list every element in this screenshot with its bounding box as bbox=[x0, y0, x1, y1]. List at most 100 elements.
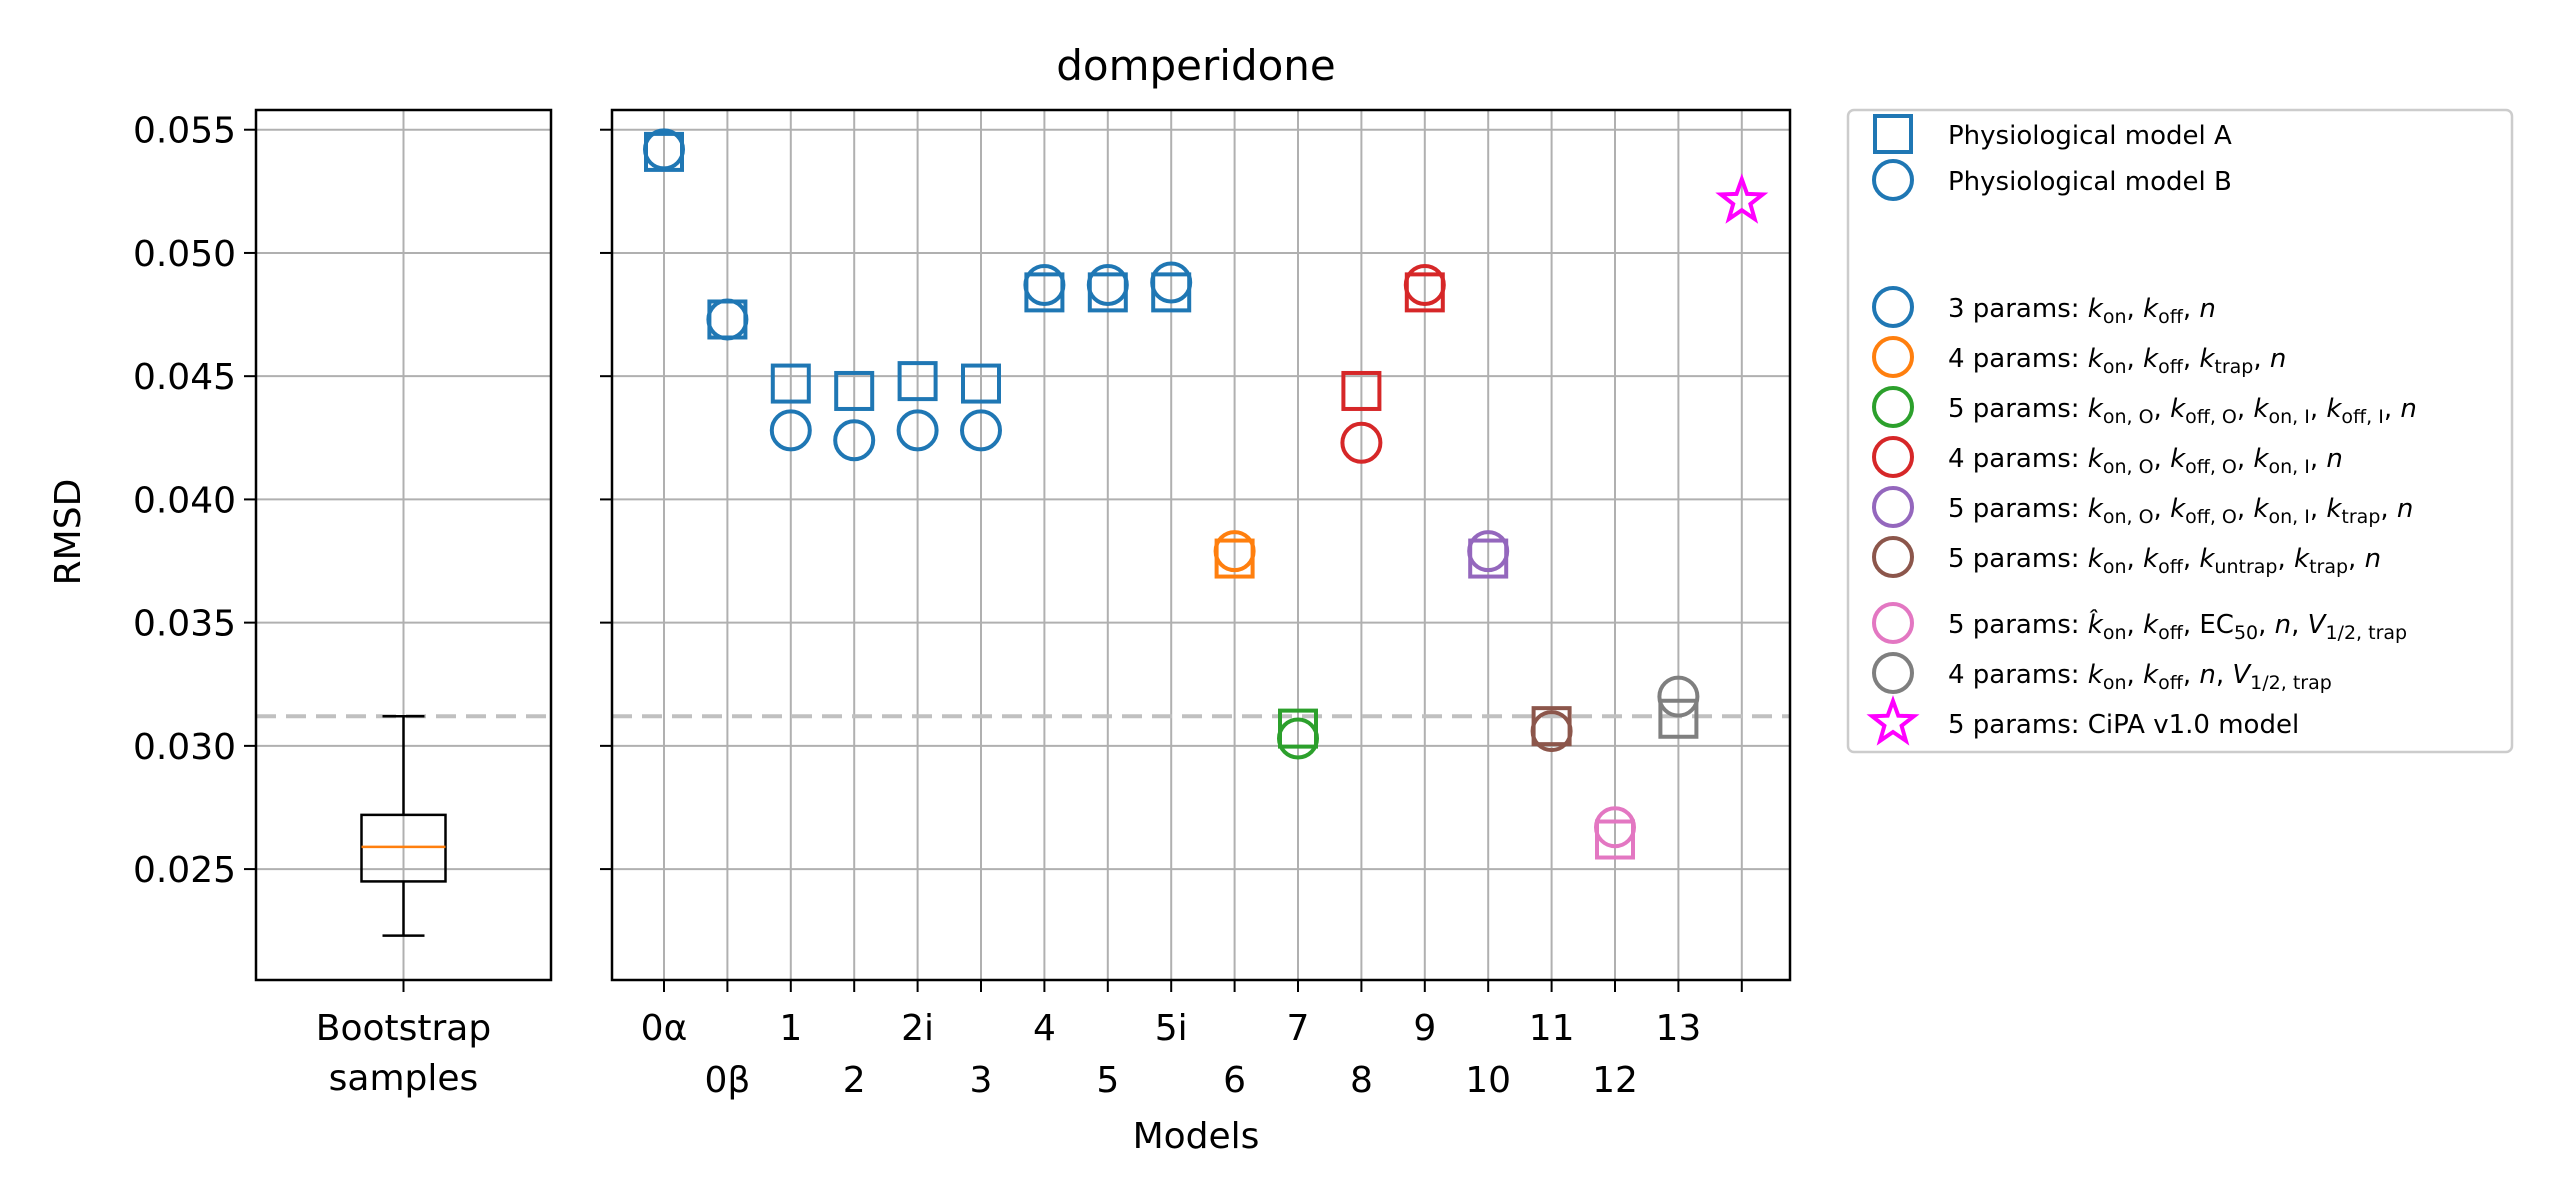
legend-subscript: off, O bbox=[2185, 456, 2237, 478]
legend-label: 5 params: kon, koff, kuntrap, ktrap, n bbox=[1948, 544, 2381, 578]
x-tick-label: 2 bbox=[843, 1060, 866, 1101]
y-tick-label: 0.025 bbox=[133, 850, 236, 891]
marker-model-b bbox=[1340, 421, 1383, 464]
legend-subscript: off bbox=[2158, 556, 2184, 578]
legend-subscript: on, I bbox=[2268, 456, 2309, 478]
legend-subscript: off, I bbox=[2341, 406, 2383, 428]
legend-text: 5 params: bbox=[1948, 544, 2088, 574]
legend-subscript: on bbox=[2103, 556, 2127, 578]
marker-model-b bbox=[1086, 263, 1129, 306]
marker-model-b bbox=[1277, 717, 1319, 760]
marker-model-a bbox=[961, 363, 1001, 404]
x-tick-label: 6 bbox=[1223, 1060, 1246, 1101]
marker-model-a bbox=[897, 361, 938, 402]
legend-circle-marker bbox=[1872, 336, 1914, 378]
legend-label: Physiological model A bbox=[1948, 121, 2232, 151]
legend-subscript: on bbox=[2103, 622, 2127, 644]
legend-text: k bbox=[2326, 494, 2342, 524]
legend-text: 4 params: bbox=[1948, 444, 2088, 474]
legend-text: , bbox=[2348, 544, 2365, 574]
legend-circle-marker bbox=[1872, 159, 1914, 201]
legend-text: k bbox=[2253, 494, 2269, 524]
x-tick-label: 2i bbox=[901, 1008, 934, 1049]
legend-text: 4 params: bbox=[1948, 344, 2088, 374]
x-tick-label: 5 bbox=[1096, 1060, 1119, 1101]
marker-model-a bbox=[1341, 370, 1382, 411]
legend-circle-marker bbox=[1872, 536, 1914, 578]
legend-text: 5 params: bbox=[1948, 394, 2088, 424]
legend-text: k̂ bbox=[2088, 608, 2104, 640]
legend-text: n bbox=[2199, 660, 2215, 690]
legend-text: , bbox=[2216, 660, 2233, 690]
legend-text: k bbox=[2088, 660, 2104, 690]
legend-subscript: off bbox=[2158, 356, 2184, 378]
legend-circle-marker bbox=[1872, 652, 1914, 694]
x-axis-label: Models bbox=[1133, 1116, 1260, 1157]
legend-subscript: untrap bbox=[2214, 556, 2277, 578]
legend-text: , bbox=[2310, 494, 2327, 524]
marker-model-b bbox=[1594, 806, 1636, 849]
legend-text: k bbox=[2170, 494, 2186, 524]
legend-text: k bbox=[2199, 344, 2215, 374]
marker-model-b bbox=[896, 409, 939, 452]
marker-model-b bbox=[643, 128, 685, 171]
legend-text: , bbox=[2291, 610, 2308, 640]
marker-model-b bbox=[960, 409, 1002, 452]
legend-text: , bbox=[2127, 294, 2144, 324]
marker-cipa-star bbox=[1715, 173, 1769, 224]
legend-subscript: on, I bbox=[2268, 406, 2309, 428]
x-tick-label: 1 bbox=[779, 1008, 802, 1049]
legend-text: , bbox=[2237, 444, 2254, 474]
legend-text: , bbox=[2380, 494, 2397, 524]
legend-text: k bbox=[2326, 394, 2342, 424]
legend-text: 5 params: bbox=[1948, 610, 2088, 640]
legend-text: k bbox=[2170, 394, 2186, 424]
marker-model-b bbox=[1467, 530, 1510, 573]
legend-text: k bbox=[2088, 394, 2104, 424]
legend-circle-marker bbox=[1872, 602, 1914, 644]
legend-text: , bbox=[2127, 660, 2144, 690]
legend-text: n bbox=[2400, 394, 2416, 424]
legend-text: , bbox=[2237, 394, 2254, 424]
legend-circle-marker bbox=[1872, 486, 1914, 528]
legend-circle-marker bbox=[1872, 386, 1914, 428]
legend-subscript: off bbox=[2158, 672, 2184, 694]
legend-text: , bbox=[2258, 610, 2275, 640]
marker-model-b bbox=[1213, 530, 1256, 573]
marker-model-b bbox=[833, 419, 876, 462]
y-axis-label: RMSD bbox=[48, 479, 89, 586]
legend-text: k bbox=[2088, 294, 2104, 324]
legend-subscript: on, O bbox=[2103, 506, 2154, 528]
legend-star-marker bbox=[1866, 695, 1920, 746]
marker-model-b bbox=[1150, 261, 1193, 304]
legend-text: k bbox=[2253, 444, 2269, 474]
marker-model-b bbox=[1657, 675, 1700, 718]
legend-text: k bbox=[2088, 544, 2104, 574]
legend-label: 4 params: kon, O, koff, O, kon, I, n bbox=[1948, 444, 2343, 478]
legend-subscript: 1/2, trap bbox=[2250, 672, 2332, 694]
marker-model-b bbox=[1023, 263, 1066, 306]
legend-text: V bbox=[2232, 660, 2252, 690]
legend-text: , bbox=[2154, 444, 2171, 474]
marker-model-a bbox=[834, 370, 875, 411]
legend-label: Physiological model B bbox=[1948, 167, 2232, 197]
legend-text: Physiological model B bbox=[1948, 167, 2232, 197]
marker-model-a bbox=[1658, 698, 1699, 739]
legend: Physiological model A Physiological model… bbox=[1846, 108, 2514, 754]
y-tick-label: 0.030 bbox=[133, 727, 236, 768]
x-tick-label: 7 bbox=[1287, 1008, 1310, 1049]
legend-text: n bbox=[2365, 544, 2381, 574]
legend-text: n bbox=[2275, 610, 2291, 640]
legend-text: n bbox=[2326, 444, 2342, 474]
legend-text: n bbox=[2270, 344, 2286, 374]
legend-text: , bbox=[2310, 444, 2327, 474]
legend-text: , bbox=[2277, 544, 2294, 574]
legend-text: V bbox=[2308, 610, 2328, 640]
y-tick-label: 0.040 bbox=[133, 480, 236, 521]
legend-subscript: on bbox=[2103, 672, 2127, 694]
x-tick-label: 8 bbox=[1350, 1060, 1373, 1101]
legend-text: k bbox=[2199, 544, 2215, 574]
legend-text: k bbox=[2088, 344, 2104, 374]
x-tick-label: 12 bbox=[1592, 1060, 1638, 1101]
